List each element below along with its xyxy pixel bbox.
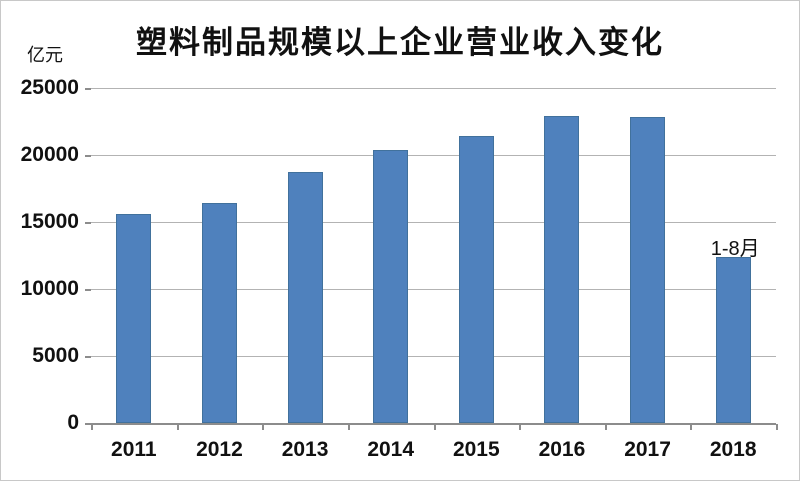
x-axis-label-2017: 2017 <box>624 438 671 461</box>
bar-2015 <box>458 136 494 423</box>
x-axis-label-2012: 2012 <box>196 438 243 461</box>
x-axis-label-2015: 2015 <box>452 438 500 461</box>
y-axis-tick <box>85 356 91 358</box>
y-axis-tick <box>85 155 91 157</box>
bar-2017 <box>630 117 666 423</box>
bar-2013 <box>287 172 323 423</box>
x-axis-tick <box>262 424 265 430</box>
y-axis-tick <box>85 88 91 90</box>
bar-2011 <box>116 214 152 423</box>
x-axis-tick <box>176 424 179 430</box>
x-axis-tick <box>519 424 522 430</box>
x-axis-label-2014: 2014 <box>367 438 415 461</box>
gridline-25000 <box>91 88 776 89</box>
y-axis-tick-label: 25000 <box>20 76 79 99</box>
y-axis-tick-label: 15000 <box>20 210 79 233</box>
chart-title: 塑料制品规模以上企业营业收入变化 <box>136 25 664 60</box>
x-axis-tick <box>91 424 93 430</box>
y-axis-tick-label: 5000 <box>32 344 79 367</box>
x-axis-line <box>85 423 776 425</box>
y-axis-unit-label: 亿元 <box>27 45 63 65</box>
bar-2012 <box>201 203 237 423</box>
gridline-10000 <box>91 289 776 290</box>
x-axis-label-2018: 2018 <box>709 438 757 461</box>
x-axis-label-2016: 2016 <box>538 438 586 461</box>
bar-2014 <box>373 150 409 423</box>
bar-2018 <box>715 257 751 423</box>
x-axis-label-2011: 2011 <box>111 438 157 461</box>
y-axis-tick <box>85 222 91 224</box>
y-axis-tick-label: 10000 <box>20 277 79 300</box>
x-axis-tick <box>604 424 607 430</box>
bar-annotation: 1-8月 <box>710 237 760 260</box>
x-axis-label-2013: 2013 <box>281 438 329 461</box>
gridline-15000 <box>91 222 776 223</box>
gridline-5000 <box>91 356 776 357</box>
y-axis-tick <box>85 289 91 291</box>
x-axis-tick <box>776 424 778 430</box>
y-axis-tick-label: 0 <box>67 411 79 434</box>
y-axis-tick-label: 20000 <box>20 143 79 166</box>
x-axis-tick <box>690 424 693 430</box>
x-axis-tick <box>433 424 436 430</box>
gridline-20000 <box>91 155 776 156</box>
x-axis-tick <box>347 424 350 430</box>
bar-2016 <box>544 116 580 423</box>
